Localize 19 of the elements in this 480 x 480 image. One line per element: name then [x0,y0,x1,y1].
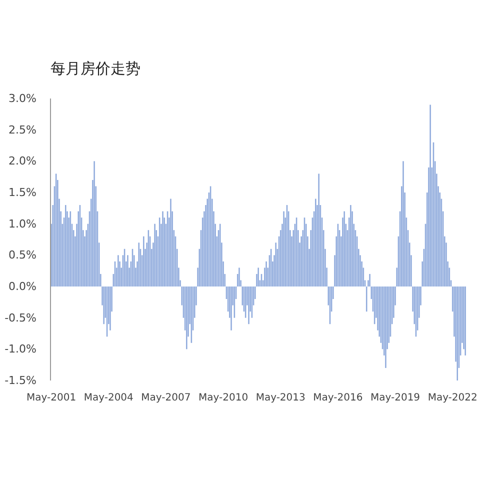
y-tick-label: 2.0% [8,154,37,168]
y-tick-label: 0.5% [8,248,37,262]
x-tick-label: May-2013 [256,392,306,404]
x-tick-label: May-2022 [428,392,478,404]
y-tick-label: 1.0% [8,217,37,230]
y-tick-label: -1.5% [4,374,37,387]
y-tick-label: -0.5% [4,311,37,324]
x-tick-label: May-2010 [198,392,248,404]
x-tick-label: May-2019 [370,392,420,404]
x-tick-label: May-2001 [26,392,76,404]
chart-title: 每月房价走势 [50,60,140,78]
x-tick-label: May-2016 [313,392,363,404]
x-tick-label: May-2007 [141,392,191,404]
y-tick-label: 2.5% [8,123,37,136]
y-tick-label: 1.5% [8,186,37,199]
y-tick-label: 0.0% [8,280,37,293]
y-tick-label: 3.0% [8,92,37,105]
y-tick-label: -1.0% [4,342,37,356]
x-tick-label: May-2004 [84,392,134,404]
